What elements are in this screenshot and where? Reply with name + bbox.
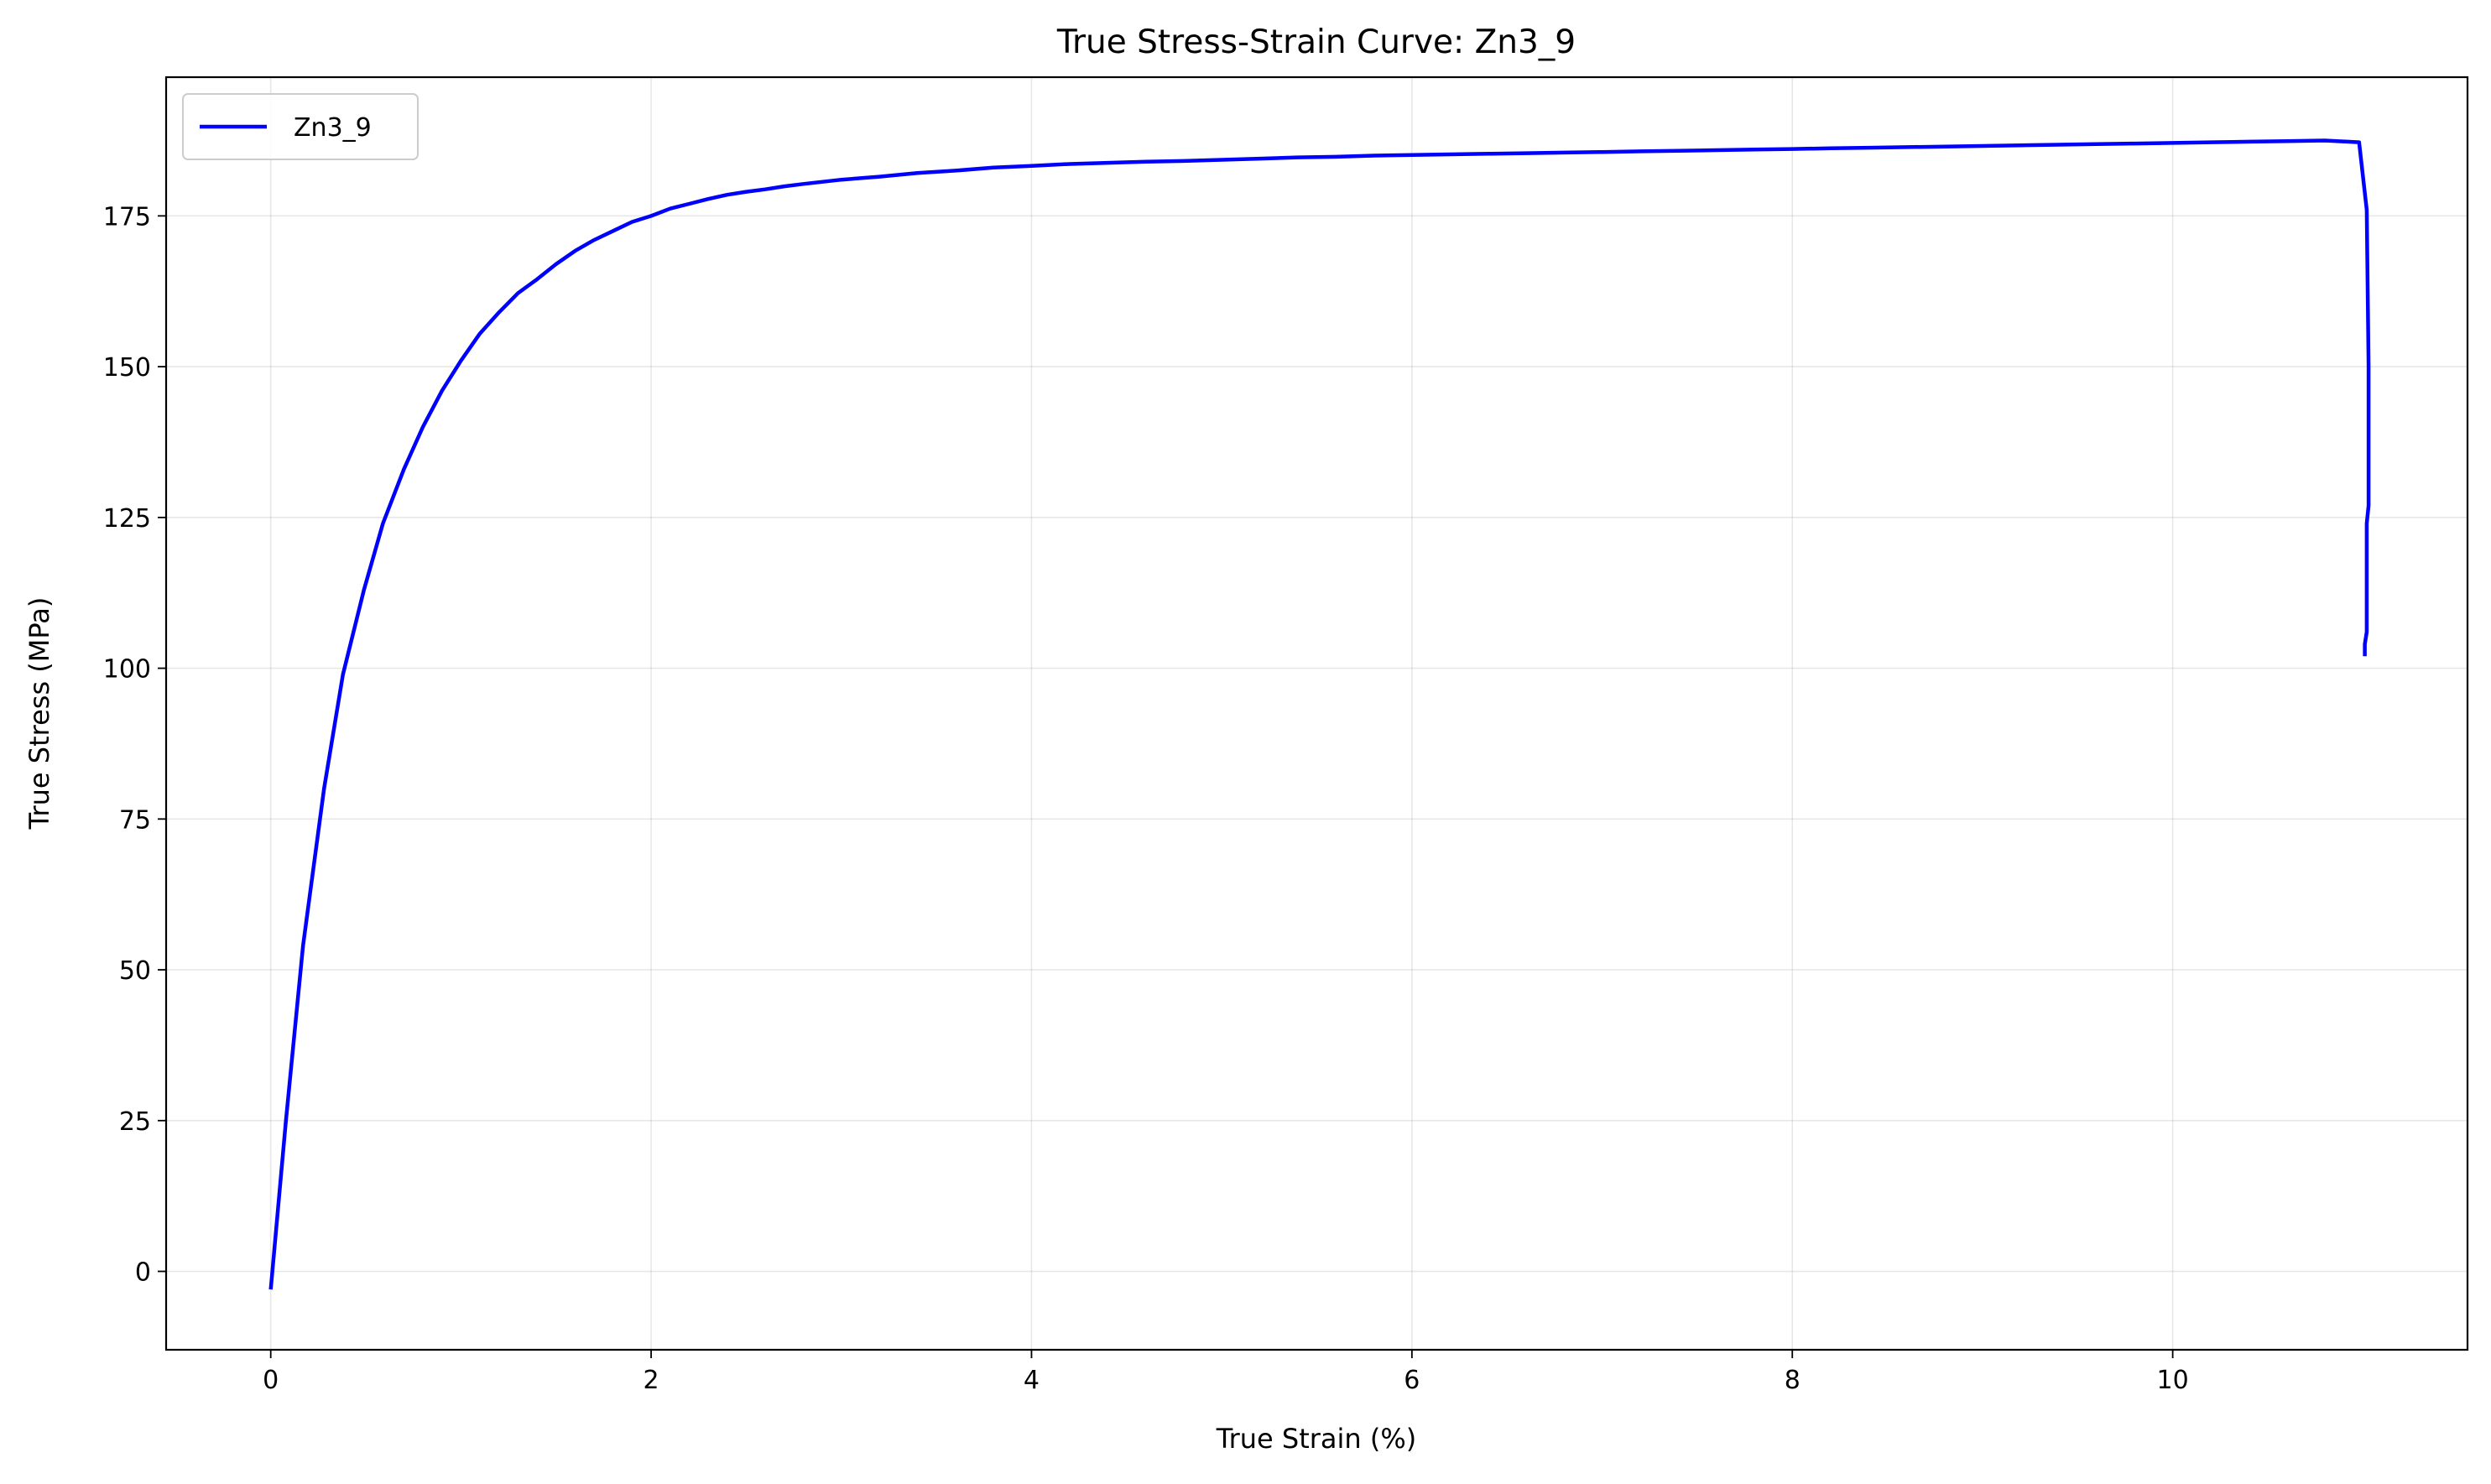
y-tick-label: 175	[103, 202, 151, 232]
y-tick-label: 125	[103, 504, 151, 534]
y-tick-label: 50	[119, 956, 151, 986]
y-tick-label: 75	[119, 805, 151, 835]
y-axis-label: True Stress (MPa)	[23, 597, 55, 831]
plot-area	[166, 77, 2468, 1350]
y-axis-ticks: 0 25 50 75 100 125 150 175	[103, 202, 166, 1288]
y-tick-label: 0	[135, 1258, 151, 1288]
series-layer	[268, 138, 2371, 1290]
y-tick-label: 100	[103, 655, 151, 685]
series-line-zn3-9	[268, 138, 2371, 1290]
legend-label: Zn3_9	[294, 113, 372, 143]
x-tick-label: 8	[1785, 1366, 1801, 1395]
x-tick-label: 6	[1404, 1366, 1420, 1395]
x-tick-label: 2	[644, 1366, 659, 1395]
x-tick-label: 4	[1024, 1366, 1040, 1395]
legend-box	[182, 93, 419, 160]
grid-lines	[166, 77, 2468, 1350]
legend: Zn3_9	[182, 93, 419, 160]
chart-title: True Stress-Strain Curve: Zn3_9	[1056, 23, 1576, 61]
y-tick-label: 25	[119, 1107, 151, 1137]
x-tick-label: 10	[2157, 1366, 2189, 1395]
x-tick-label: 0	[263, 1366, 279, 1395]
x-axis-label: True Strain (%)	[1216, 1423, 1416, 1455]
plot-frame	[164, 76, 2469, 1351]
y-tick-label: 150	[103, 353, 151, 383]
x-axis-ticks: 0 2 4 6 8 10	[263, 1350, 2189, 1395]
